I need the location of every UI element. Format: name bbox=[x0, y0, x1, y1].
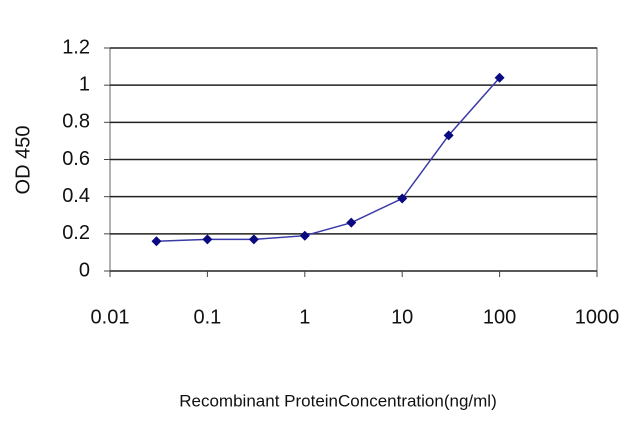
data-point bbox=[397, 193, 408, 204]
data-point bbox=[151, 236, 162, 247]
data-point bbox=[443, 130, 454, 141]
y-tick-label: 0.2 bbox=[62, 222, 90, 244]
x-tick-label: 0.1 bbox=[193, 306, 221, 328]
y-tick-label: 0.4 bbox=[62, 185, 90, 207]
data-point bbox=[494, 72, 505, 83]
y-tick-label: 0.6 bbox=[62, 148, 90, 170]
y-tick-label: 0.8 bbox=[62, 111, 90, 133]
data-point bbox=[202, 234, 213, 245]
x-tick-label: 0.01 bbox=[91, 306, 130, 328]
y-tick-label: 1.2 bbox=[62, 36, 90, 58]
y-axis-label: OD 450 bbox=[12, 126, 34, 195]
x-tick-label: 10 bbox=[391, 306, 413, 328]
x-tick-label: 100 bbox=[483, 306, 516, 328]
data-point bbox=[299, 230, 310, 241]
x-tick-label: 1000 bbox=[575, 306, 620, 328]
x-tick-label: 1 bbox=[299, 306, 310, 328]
data-line bbox=[156, 77, 501, 243]
data-point bbox=[346, 217, 357, 228]
x-axis-label: Recombinant ProteinConcentration(ng/ml) bbox=[179, 391, 497, 410]
y-tick-label: 0 bbox=[79, 259, 90, 281]
y-tick-label: 1 bbox=[79, 73, 90, 95]
data-point bbox=[248, 234, 259, 245]
